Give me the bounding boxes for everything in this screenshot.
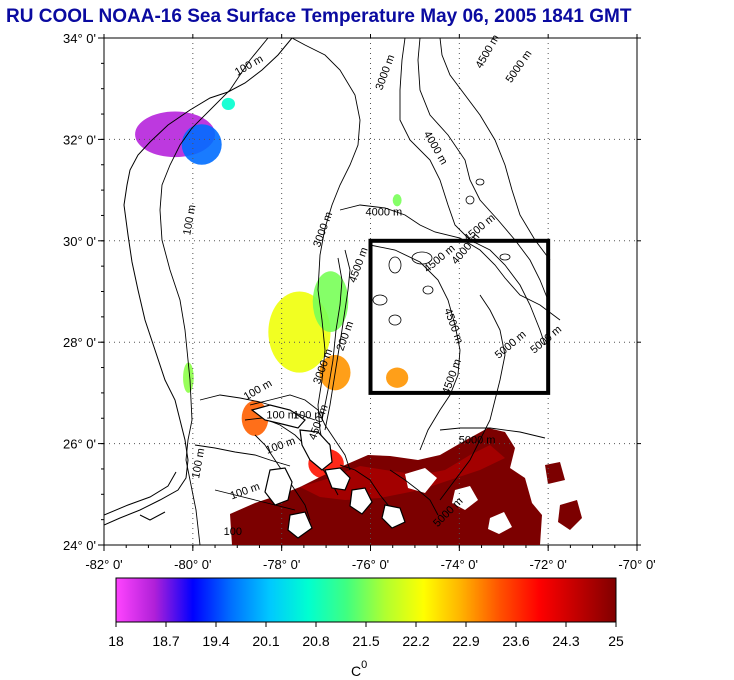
x-tick-label: -70° 0'	[618, 557, 655, 572]
contour-4500m-north	[417, 38, 549, 301]
contour-100m-bahamas-south	[214, 489, 296, 511]
colorbar-tick-label: 20.8	[302, 633, 329, 649]
abaco-island	[299, 429, 333, 471]
seamount-4	[422, 285, 434, 295]
x-tick-label: -76° 0'	[352, 557, 389, 572]
bahamas-bank-edge-1	[249, 394, 351, 471]
contour-5000m-box	[439, 294, 506, 501]
sst-warm-east	[558, 500, 582, 530]
coastline	[104, 38, 293, 526]
colorbar-tick-label: 18	[108, 633, 124, 649]
y-tick-label: 34° 0'	[63, 31, 96, 46]
y-tick-label: 30° 0'	[63, 234, 96, 249]
colorbar-tick-label: 22.2	[402, 633, 429, 649]
contour-3000m	[291, 38, 361, 461]
contour-label: 4000 m	[365, 206, 402, 218]
contour-200m	[324, 249, 351, 431]
contour-4500m-box	[369, 244, 461, 451]
seamount-7	[465, 195, 475, 205]
contour-label: 100 m	[181, 204, 198, 236]
x-tick-label: -72° 0'	[530, 557, 567, 572]
sst-warm-east-2	[545, 462, 565, 484]
y-tick-label: 24° 0'	[63, 538, 96, 553]
colorbar-tick-label: 25	[608, 633, 624, 649]
sst-patch-box-west	[386, 367, 409, 388]
contour-100m-bahamas-mid	[194, 444, 291, 467]
y-tick-label: 28° 0'	[63, 335, 96, 350]
colorbar-ticks: 18 18.7 19.4 20.1 20.8 21.5 22.2 22.9 23.6 24.3 25	[108, 622, 624, 649]
sst-patch-fl-coast	[183, 362, 194, 393]
contour-label: 100	[224, 526, 242, 538]
bathymetry-contours	[159, 38, 561, 545]
seamount-2	[388, 256, 402, 274]
figure-title: RU COOL NOAA-16 Sea Surface Temperature …	[6, 6, 632, 27]
sst-warm-band	[300, 445, 505, 500]
keys-fragment	[139, 511, 166, 521]
contour-4000m-north	[399, 38, 546, 346]
seamount-1	[411, 251, 433, 265]
contour-label: 5000 m	[459, 435, 496, 447]
bahamas-islands	[250, 404, 406, 539]
colorbar-tick-label: 21.5	[352, 633, 379, 649]
contour-4000m-mid	[339, 204, 561, 321]
contour-100m-florida	[159, 38, 269, 545]
colorbar-tick-label: 22.9	[452, 633, 479, 649]
sst-patch-north-cape	[392, 194, 402, 207]
x-tick-label: -74° 0'	[441, 557, 478, 572]
y-tick-label: 32° 0'	[63, 132, 96, 147]
colorbar-gradient	[115, 577, 617, 623]
contour-blake-escarp	[321, 257, 343, 421]
ragged-island	[287, 511, 313, 539]
cloud-gap-1	[405, 468, 437, 493]
x-tick-label: -78° 0'	[263, 557, 300, 572]
contour-100m-bahamas-north	[199, 394, 316, 421]
colorbar-tick-label: 19.4	[202, 633, 229, 649]
colorbar-tick-label: 23.6	[502, 633, 529, 649]
x-tick-label: -82° 0'	[85, 557, 122, 572]
long-island	[381, 504, 406, 529]
grand-bahama-island	[250, 404, 306, 429]
x-tick-label: -80° 0'	[174, 557, 211, 572]
colorbar-unit-superscript: 0	[361, 659, 367, 671]
sst-layer	[135, 97, 409, 480]
seamount-8	[499, 253, 511, 261]
y-tick-label: 26° 0'	[63, 437, 96, 452]
colorbar-tick-label: 18.7	[152, 633, 179, 649]
seamount-5	[388, 314, 402, 326]
florida-keys-line	[104, 471, 177, 516]
contour-label: 100 m	[266, 409, 297, 421]
bahamas-bank-edge-5	[389, 469, 439, 516]
colorbar: 18 18.7 19.4 20.1 20.8 21.5 22.2 22.9 23.6 24.3 25…	[108, 577, 624, 679]
us-coastline	[104, 38, 293, 526]
cloud-gap-3	[488, 512, 512, 534]
cloud-gap-2	[452, 486, 478, 510]
contour-label: 100 m	[190, 447, 207, 479]
eleuthera-island	[324, 467, 351, 491]
colorbar-unit: C0	[351, 659, 367, 679]
andros-island	[264, 467, 293, 506]
seamount-6	[475, 178, 485, 186]
colorbar-tick-label: 24.3	[552, 633, 579, 649]
sst-patch-georgia-bight-blue	[181, 124, 222, 165]
exuma-island	[349, 487, 373, 515]
contour-label: 100 m	[293, 409, 324, 421]
seamount-contours	[372, 178, 511, 326]
colorbar-tick-label: 20.1	[252, 633, 279, 649]
seamount-3	[372, 294, 388, 306]
sst-patch-sc-coast	[221, 97, 236, 110]
contour-5000m-south	[439, 427, 546, 439]
contour-5000m-north	[439, 38, 551, 261]
study-area-box	[368, 238, 551, 395]
colorbar-unit-letter: C	[351, 663, 361, 679]
axis-ticks: -82° 0' -80° 0' -78° 0' -76° 0' -74° 0' -72° …	[63, 31, 656, 572]
sst-warm-region	[230, 428, 582, 545]
